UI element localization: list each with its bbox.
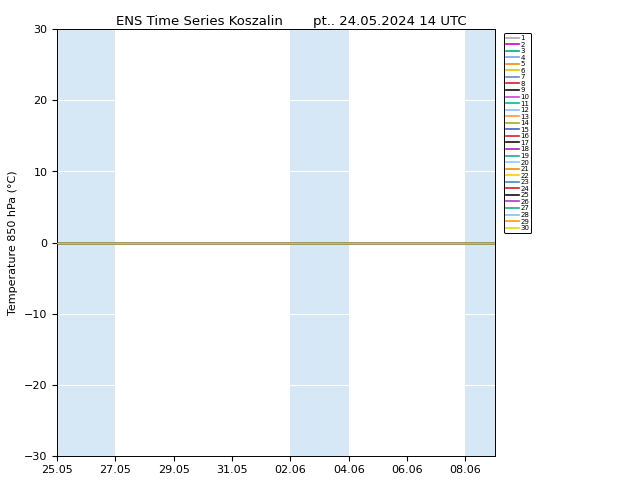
Legend: 1, 2, 3, 4, 5, 6, 7, 8, 9, 10, 11, 12, 13, 14, 15, 16, 17, 18, 19, 20, 21, 22, 2: 1, 2, 3, 4, 5, 6, 7, 8, 9, 10, 11, 12, 1… <box>504 33 531 233</box>
Bar <box>57 29 115 456</box>
Text: ENS Time Series Koszalin: ENS Time Series Koszalin <box>116 15 283 28</box>
Y-axis label: Temperature 850 hPa (°C): Temperature 850 hPa (°C) <box>8 170 18 315</box>
Bar <box>465 29 524 456</box>
Text: pt.. 24.05.2024 14 UTC: pt.. 24.05.2024 14 UTC <box>313 15 467 28</box>
Bar <box>290 29 349 456</box>
